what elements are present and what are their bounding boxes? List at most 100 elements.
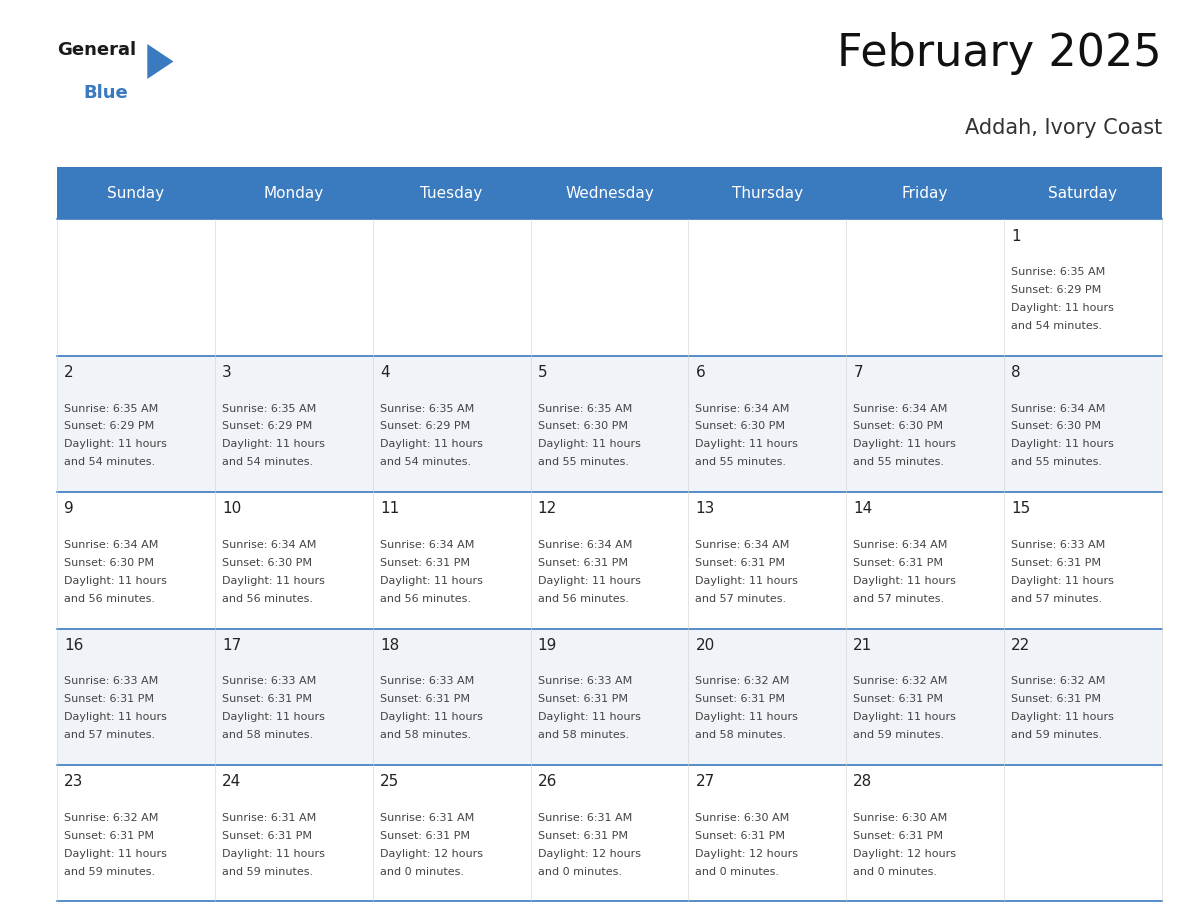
Text: Daylight: 11 hours: Daylight: 11 hours <box>222 712 324 722</box>
Bar <box>57 765 215 901</box>
Text: and 57 minutes.: and 57 minutes. <box>64 730 156 740</box>
Text: Daylight: 11 hours: Daylight: 11 hours <box>853 440 956 449</box>
Bar <box>215 219 373 356</box>
Bar <box>846 167 1004 219</box>
Text: Sunrise: 6:33 AM: Sunrise: 6:33 AM <box>222 677 316 687</box>
Text: Sunrise: 6:35 AM: Sunrise: 6:35 AM <box>1011 267 1105 277</box>
Text: Daylight: 11 hours: Daylight: 11 hours <box>380 712 482 722</box>
Text: and 58 minutes.: and 58 minutes. <box>380 730 470 740</box>
Text: Daylight: 12 hours: Daylight: 12 hours <box>380 848 482 858</box>
Text: Sunset: 6:31 PM: Sunset: 6:31 PM <box>380 831 469 841</box>
Text: Sunrise: 6:35 AM: Sunrise: 6:35 AM <box>538 404 632 413</box>
Text: Sunset: 6:31 PM: Sunset: 6:31 PM <box>380 694 469 704</box>
Text: Addah, Ivory Coast: Addah, Ivory Coast <box>965 118 1162 138</box>
Text: 14: 14 <box>853 501 872 517</box>
Text: Sunrise: 6:32 AM: Sunrise: 6:32 AM <box>853 677 948 687</box>
Text: Daylight: 12 hours: Daylight: 12 hours <box>853 848 956 858</box>
Text: and 0 minutes.: and 0 minutes. <box>538 867 621 877</box>
Text: 15: 15 <box>1011 501 1030 517</box>
Bar <box>688 167 846 219</box>
Text: Daylight: 11 hours: Daylight: 11 hours <box>64 440 168 449</box>
Text: Sunset: 6:31 PM: Sunset: 6:31 PM <box>538 558 627 568</box>
Text: Sunset: 6:30 PM: Sunset: 6:30 PM <box>853 421 943 431</box>
Text: Daylight: 11 hours: Daylight: 11 hours <box>1011 440 1114 449</box>
Text: Sunrise: 6:34 AM: Sunrise: 6:34 AM <box>380 540 474 550</box>
Text: Sunset: 6:31 PM: Sunset: 6:31 PM <box>853 694 943 704</box>
Bar <box>846 356 1004 492</box>
Text: and 0 minutes.: and 0 minutes. <box>380 867 463 877</box>
Text: Daylight: 11 hours: Daylight: 11 hours <box>1011 303 1114 313</box>
Text: 18: 18 <box>380 638 399 653</box>
Text: and 59 minutes.: and 59 minutes. <box>64 867 156 877</box>
Text: Sunrise: 6:34 AM: Sunrise: 6:34 AM <box>853 540 948 550</box>
Bar <box>1004 356 1162 492</box>
Bar <box>688 765 846 901</box>
Text: February 2025: February 2025 <box>838 32 1162 75</box>
Text: Sunrise: 6:35 AM: Sunrise: 6:35 AM <box>64 404 158 413</box>
Bar <box>373 629 531 765</box>
Text: Sunrise: 6:34 AM: Sunrise: 6:34 AM <box>222 540 316 550</box>
Text: 25: 25 <box>380 774 399 789</box>
Bar <box>531 167 688 219</box>
Text: and 0 minutes.: and 0 minutes. <box>853 867 937 877</box>
Text: and 54 minutes.: and 54 minutes. <box>1011 321 1102 330</box>
Text: Sunset: 6:31 PM: Sunset: 6:31 PM <box>64 694 154 704</box>
Text: 27: 27 <box>695 774 715 789</box>
Bar <box>846 765 1004 901</box>
Bar <box>1004 765 1162 901</box>
Text: 26: 26 <box>538 774 557 789</box>
Text: Sunrise: 6:34 AM: Sunrise: 6:34 AM <box>695 540 790 550</box>
Text: Sunset: 6:31 PM: Sunset: 6:31 PM <box>1011 694 1101 704</box>
Text: Sunrise: 6:31 AM: Sunrise: 6:31 AM <box>380 812 474 823</box>
Text: Sunset: 6:31 PM: Sunset: 6:31 PM <box>853 558 943 568</box>
Text: 13: 13 <box>695 501 715 517</box>
Text: and 55 minutes.: and 55 minutes. <box>1011 457 1102 467</box>
Text: 9: 9 <box>64 501 74 517</box>
Text: Daylight: 11 hours: Daylight: 11 hours <box>64 712 168 722</box>
Bar <box>1004 167 1162 219</box>
Bar <box>373 219 531 356</box>
Text: Sunset: 6:29 PM: Sunset: 6:29 PM <box>380 421 470 431</box>
Text: Daylight: 11 hours: Daylight: 11 hours <box>222 440 324 449</box>
Text: and 56 minutes.: and 56 minutes. <box>538 594 628 604</box>
Text: Sunset: 6:30 PM: Sunset: 6:30 PM <box>64 558 154 568</box>
Text: and 54 minutes.: and 54 minutes. <box>64 457 156 467</box>
Text: and 57 minutes.: and 57 minutes. <box>695 594 786 604</box>
Text: 17: 17 <box>222 638 241 653</box>
Bar <box>57 356 215 492</box>
Text: Sunset: 6:31 PM: Sunset: 6:31 PM <box>1011 558 1101 568</box>
Text: and 56 minutes.: and 56 minutes. <box>380 594 470 604</box>
Bar <box>846 492 1004 629</box>
Text: Sunset: 6:31 PM: Sunset: 6:31 PM <box>222 831 312 841</box>
Bar <box>57 167 215 219</box>
Text: Sunrise: 6:31 AM: Sunrise: 6:31 AM <box>222 812 316 823</box>
Text: 21: 21 <box>853 638 872 653</box>
Text: and 59 minutes.: and 59 minutes. <box>222 867 314 877</box>
Bar <box>531 492 688 629</box>
Text: Sunrise: 6:31 AM: Sunrise: 6:31 AM <box>538 812 632 823</box>
Bar <box>215 492 373 629</box>
Bar <box>57 492 215 629</box>
Text: Daylight: 11 hours: Daylight: 11 hours <box>853 712 956 722</box>
Text: 20: 20 <box>695 638 715 653</box>
Text: Daylight: 12 hours: Daylight: 12 hours <box>695 848 798 858</box>
Text: 11: 11 <box>380 501 399 517</box>
Text: Thursday: Thursday <box>732 185 803 201</box>
Text: Sunrise: 6:34 AM: Sunrise: 6:34 AM <box>1011 404 1106 413</box>
Text: Daylight: 11 hours: Daylight: 11 hours <box>538 440 640 449</box>
Bar <box>531 219 688 356</box>
Text: Sunset: 6:31 PM: Sunset: 6:31 PM <box>380 558 469 568</box>
Text: 24: 24 <box>222 774 241 789</box>
Bar <box>57 629 215 765</box>
Bar <box>531 356 688 492</box>
Bar <box>688 629 846 765</box>
Text: Sunrise: 6:30 AM: Sunrise: 6:30 AM <box>853 812 948 823</box>
Text: 12: 12 <box>538 501 557 517</box>
Text: 4: 4 <box>380 365 390 380</box>
Text: Daylight: 11 hours: Daylight: 11 hours <box>64 576 168 586</box>
Text: Tuesday: Tuesday <box>421 185 482 201</box>
Bar <box>215 356 373 492</box>
Text: Daylight: 11 hours: Daylight: 11 hours <box>380 440 482 449</box>
Bar <box>1004 629 1162 765</box>
Bar <box>373 765 531 901</box>
